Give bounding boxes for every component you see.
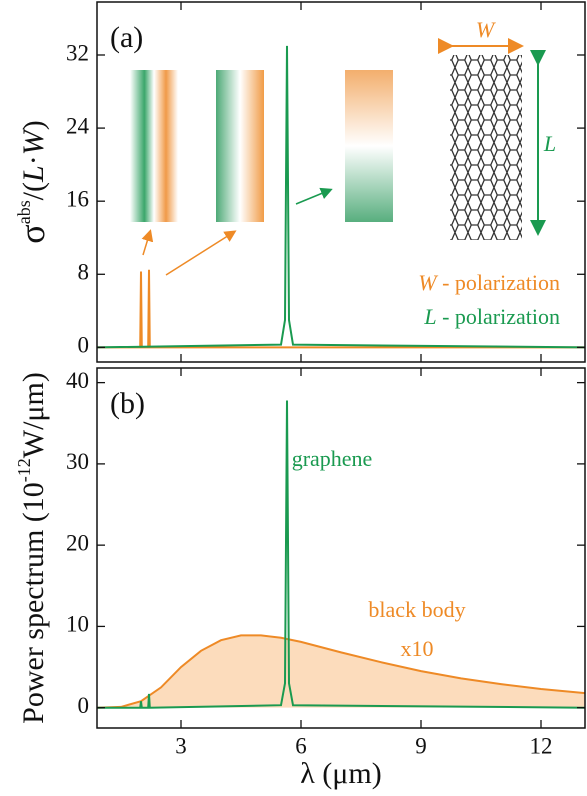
plot-frame (96, 367, 586, 729)
legend-text: W (418, 270, 438, 295)
x-axis-label: λ (μm) (300, 757, 381, 790)
line (96, 634, 586, 709)
y-tick-label: 24 (66, 113, 90, 138)
annotation: black body (368, 597, 465, 622)
y-tick-label: 40 (66, 368, 89, 393)
annotation: x10 (401, 636, 434, 661)
legend-text: - polarization (437, 270, 560, 295)
panel-label: (b) (110, 387, 145, 420)
area (97, 635, 585, 708)
y-axis-label-part: W (17, 127, 50, 155)
inset-label: W (476, 17, 496, 42)
y-tick-label: 0 (78, 693, 90, 718)
plot-frame (96, 1, 586, 363)
y-axis-label-part: abs (14, 200, 34, 224)
arrow (295, 187, 333, 205)
inset-label: L (543, 131, 556, 156)
y-axis-label-part: -12 (14, 458, 34, 482)
y-tick-label: 20 (66, 530, 89, 555)
y-axis-label-part: W/μm) (17, 372, 50, 458)
y-axis-label-part: · (17, 155, 50, 165)
y-tick-label: 16 (66, 186, 89, 211)
y-axis-label-part: L (17, 165, 50, 183)
ribbon-mode (216, 70, 264, 222)
panel-label: (a) (110, 21, 143, 54)
y-axis-label: Power spectrum (10-12W/μm) (14, 372, 50, 724)
line (96, 45, 586, 349)
line (97, 400, 586, 709)
y-tick-label: 10 (66, 612, 89, 637)
annotation: graphene (292, 446, 373, 471)
graphene-lattice (450, 55, 522, 240)
y-tick-label: 0 (78, 333, 90, 358)
x-tick-label: 9 (415, 733, 427, 758)
y-axis-label-part: /( (17, 182, 50, 200)
y-axis-label-part: Power spectrum (10 (17, 482, 50, 724)
arrow (141, 229, 154, 256)
x-tick-label: 3 (175, 733, 187, 758)
insets (130, 38, 546, 276)
y-axis-label-part: ) (17, 120, 50, 130)
y-tick-label: 30 (66, 449, 89, 474)
x-tick-label: 12 (530, 733, 553, 758)
legend-text: - polarization (437, 304, 560, 329)
ribbon-mode (130, 70, 178, 222)
y-tick-label: 32 (66, 40, 89, 65)
ribbon-mode (345, 70, 393, 222)
y-axis-label-part: σ (12, 224, 52, 243)
y-axis-label: σabs/(L·W) (12, 120, 52, 243)
x-tick-label: 6 (295, 733, 307, 758)
arrow (165, 230, 237, 276)
legend-text: L (423, 304, 436, 329)
legend-entry: L - polarization (423, 304, 560, 329)
legend-entry: W - polarization (418, 270, 560, 295)
y-tick-label: 8 (78, 260, 90, 285)
